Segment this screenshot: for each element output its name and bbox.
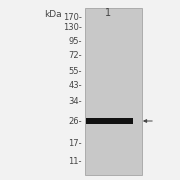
Text: 55-: 55- bbox=[69, 66, 82, 75]
Bar bbox=[86, 118, 133, 124]
Text: 11-: 11- bbox=[69, 158, 82, 166]
Text: kDa: kDa bbox=[44, 10, 62, 19]
Text: 43-: 43- bbox=[68, 82, 82, 91]
Text: 17-: 17- bbox=[68, 138, 82, 147]
Text: 130-: 130- bbox=[63, 24, 82, 33]
Text: 26-: 26- bbox=[68, 116, 82, 125]
Text: 1: 1 bbox=[105, 8, 111, 18]
Text: 72-: 72- bbox=[68, 51, 82, 60]
Text: 95-: 95- bbox=[69, 37, 82, 46]
Text: 170-: 170- bbox=[63, 14, 82, 22]
Bar bbox=[85, 8, 142, 175]
Text: 34-: 34- bbox=[68, 96, 82, 105]
